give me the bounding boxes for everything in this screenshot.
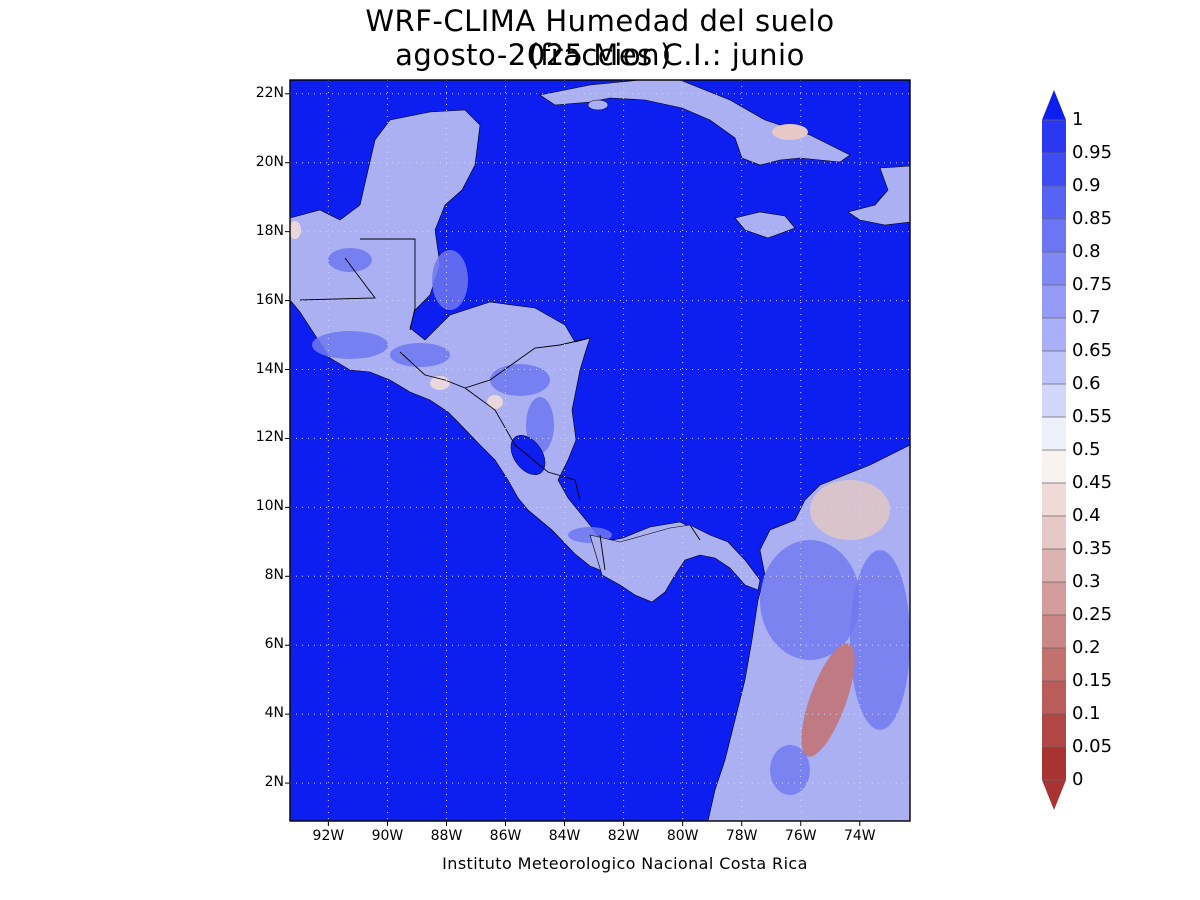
colorbar-level-label: 0.6 [1072,373,1101,394]
country-borders [299,238,701,571]
land-hispaniola [847,165,910,226]
lat-label: 4N [264,705,284,722]
lat-label: 18N [255,222,284,239]
colorbar-segment [1042,384,1066,418]
lake-nicaragua [510,435,546,475]
axis-ticks [285,93,861,826]
colorbar-level-label: 0.5 [1072,439,1101,460]
colorbar-level-label: 0.3 [1072,571,1101,592]
lat-label: 22N [255,84,284,101]
lat-label: 14N [255,360,284,377]
dry-patch-cuba [772,124,808,140]
colorbar-segment [1042,714,1066,748]
colorbar-level-label: 0.4 [1072,505,1101,526]
colorbar-level-label: 0 [1072,769,1084,790]
colorbar-segment [1042,417,1066,451]
colombia-shading [760,480,910,795]
colorbar-level-label: 0.95 [1072,142,1113,163]
map-subtitle: agosto-2025 Mes C.I.: junio [395,38,805,72]
isla-juventud [587,99,609,111]
lon-label: 80W [666,828,699,844]
gridlines [290,80,910,821]
colorbar-level-label: 0.25 [1072,604,1113,625]
colorbar-segment [1042,186,1066,220]
lon-label: 82W [607,828,640,844]
lat-label: 20N [255,153,284,170]
colorbar-over-arrow [1042,90,1066,120]
colorbar-segment [1042,483,1066,517]
map-frame [289,79,911,822]
colorbar-segment [1042,549,1066,583]
colorbar-segment [1042,582,1066,616]
colorbar-under-arrow [1042,780,1066,810]
lon-label: 84W [548,828,581,844]
lat-label: 16N [255,291,284,308]
colorbar-level-label: 0.2 [1072,637,1101,658]
land-cuba [539,80,851,166]
lon-label: 76W [784,828,817,844]
colorbar-level-label: 0.75 [1072,274,1113,295]
colorbar-segment [1042,318,1066,352]
colorbar-level-label: 0.55 [1072,406,1113,427]
colorbar-level-label: 0.9 [1072,175,1101,196]
colorbar-segment [1042,747,1066,781]
land-panama [589,524,761,603]
lat-label: 8N [264,567,284,584]
lat-label: 6N [264,636,284,653]
colorbar-segment [1042,648,1066,682]
colorbar-segment [1042,219,1066,253]
colorbar-level-label: 0.7 [1072,307,1101,328]
colorbar-level-label: 0.8 [1072,241,1101,262]
lon-label: 92W [312,828,345,844]
colorbar-segment [1042,450,1066,484]
colorbar-level-label: 0.15 [1072,670,1113,691]
lat-label: 10N [255,498,284,515]
colorbar-segment [1042,681,1066,715]
lat-label: 12N [255,429,284,446]
lon-label: 86W [489,828,522,844]
map-title: WRF-CLIMA Humedad del suelo (fraccion) [365,4,835,72]
lat-label: 2N [264,774,284,791]
colorbar-segment [1042,252,1066,286]
land-jamaica [734,211,796,239]
colorbar [1042,90,1066,810]
dry-patches [290,221,503,409]
colorbar-segment [1042,516,1066,550]
lon-label: 78W [725,828,758,844]
colorbar-segment [1042,285,1066,319]
colorbar-level-label: 0.85 [1072,208,1113,229]
colorbar-level-label: 0.35 [1072,538,1113,559]
colorbar-level-label: 0.45 [1072,472,1113,493]
lon-label: 88W [430,828,463,844]
lon-label: 74W [843,828,876,844]
colorbar-level-label: 1 [1072,109,1084,130]
colorbar-level-label: 0.65 [1072,340,1113,361]
credit-text: Instituto Meteorologico Nacional Costa R… [442,854,808,873]
colorbar-level-label: 0.05 [1072,736,1113,757]
lon-label: 90W [371,828,404,844]
dry-core-andes [801,643,855,757]
colorbar-segment [1042,153,1066,187]
colorbar-level-label: 0.1 [1072,703,1101,724]
colorbar-segment [1042,120,1066,154]
soil-moisture-map [285,79,911,826]
colorbar-segment [1042,615,1066,649]
colorbar-segment [1042,351,1066,385]
